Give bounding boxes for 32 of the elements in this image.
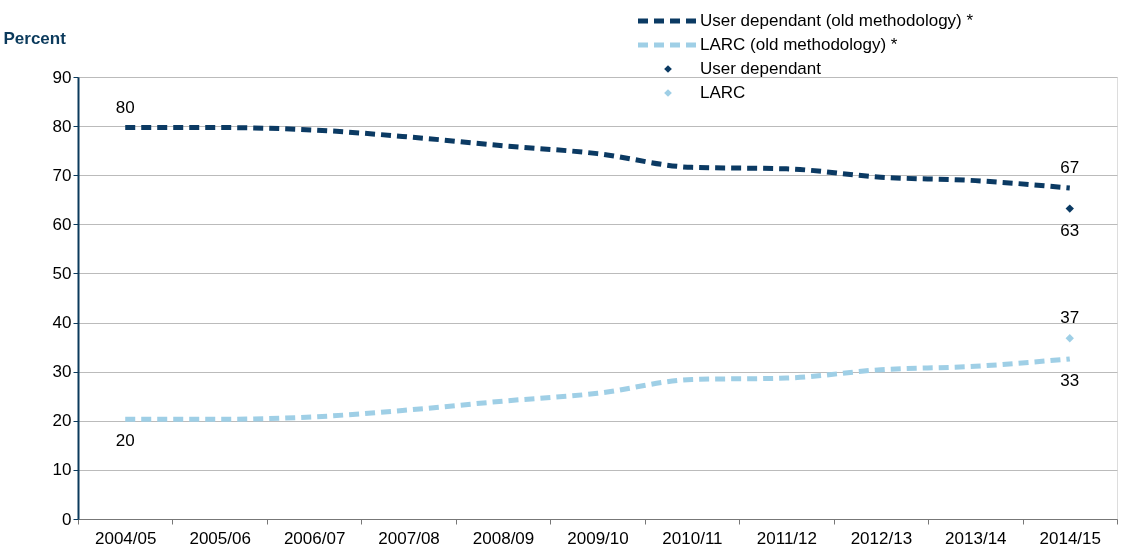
data-label: 80	[115, 97, 135, 117]
x-tick-label: 2008/09	[472, 528, 535, 548]
y-tick-label: 80	[52, 116, 72, 136]
y-tick-label: 30	[52, 362, 72, 382]
data-label: 63	[1060, 220, 1080, 240]
y-tick-label: 50	[52, 263, 72, 283]
x-tick-label: 2011/12	[756, 528, 818, 548]
x-tick-label: 2012/13	[850, 528, 913, 548]
data-label: 33	[1060, 370, 1080, 390]
legend-label: User dependant (old methodology) *	[700, 11, 974, 30]
y-tick-label: 20	[52, 411, 72, 431]
x-tick-label: 2005/06	[189, 528, 251, 548]
legend-label: LARC (old methodology) *	[700, 35, 898, 54]
y-tick-label: 10	[52, 460, 72, 480]
x-tick-label: 2007/08	[378, 528, 440, 548]
data-label: 37	[1060, 308, 1080, 328]
x-tick-label: 2006/07	[283, 528, 346, 548]
legend-label: LARC	[700, 83, 746, 102]
data-label: 67	[1060, 157, 1080, 177]
x-tick-label: 2004/05	[95, 528, 157, 548]
y-tick-label: 90	[52, 67, 72, 87]
legend-label: User dependant	[700, 59, 822, 78]
x-tick-label: 2013/14	[945, 528, 1007, 548]
y-tick-label: 60	[52, 214, 72, 234]
x-tick-label: 2009/10	[567, 528, 629, 548]
data-label: 20	[115, 431, 135, 451]
x-tick-label: 2010/11	[662, 528, 723, 548]
x-tick-label: 2014/15	[1039, 528, 1101, 548]
y-tick-label: 40	[52, 313, 72, 333]
y-axis-title: Percent	[3, 28, 67, 48]
y-tick-label: 0	[62, 509, 72, 529]
y-tick-label: 70	[52, 165, 72, 185]
